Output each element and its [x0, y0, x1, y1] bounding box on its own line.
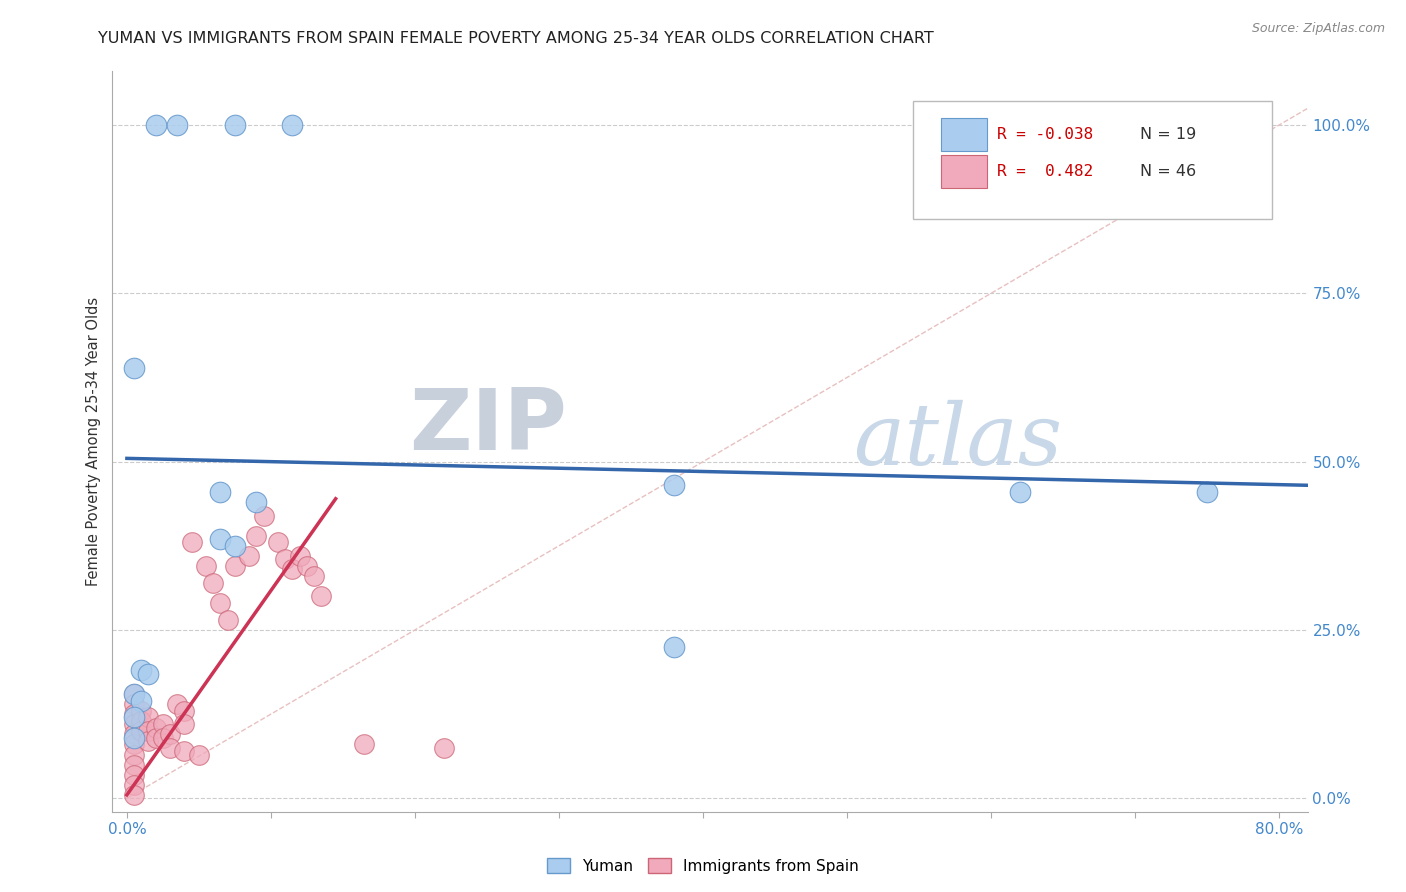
- Point: [122, 710, 145, 724]
- Point: [224, 559, 246, 574]
- Point: [145, 731, 167, 745]
- Point: [122, 697, 145, 711]
- Point: [274, 552, 297, 566]
- Point: [122, 707, 145, 722]
- Point: [166, 697, 188, 711]
- Y-axis label: Female Poverty Among 25-34 Year Olds: Female Poverty Among 25-34 Year Olds: [86, 297, 101, 586]
- Point: [662, 478, 685, 492]
- Point: [353, 738, 375, 752]
- Point: [152, 731, 174, 745]
- Point: [122, 767, 145, 781]
- Point: [122, 788, 145, 802]
- Point: [159, 740, 181, 755]
- Point: [122, 731, 145, 745]
- Point: [224, 539, 246, 553]
- Point: [173, 704, 195, 718]
- Point: [245, 529, 267, 543]
- Text: atlas: atlas: [853, 401, 1063, 483]
- Point: [122, 738, 145, 752]
- Point: [152, 717, 174, 731]
- Point: [122, 757, 145, 772]
- Point: [138, 710, 160, 724]
- Point: [129, 714, 152, 728]
- Point: [129, 704, 152, 718]
- Point: [209, 596, 232, 610]
- Point: [281, 562, 304, 576]
- Text: N = 19: N = 19: [1140, 127, 1197, 142]
- Point: [202, 575, 225, 590]
- Legend: Yuman, Immigrants from Spain: Yuman, Immigrants from Spain: [541, 852, 865, 880]
- Point: [224, 118, 246, 132]
- Point: [295, 559, 318, 574]
- Point: [122, 360, 145, 375]
- Point: [209, 485, 232, 500]
- Text: R =  0.482: R = 0.482: [997, 164, 1092, 178]
- Point: [138, 666, 160, 681]
- Point: [238, 549, 260, 563]
- Point: [1008, 485, 1031, 500]
- Point: [662, 640, 685, 654]
- Point: [433, 740, 456, 755]
- Point: [173, 744, 195, 758]
- Point: [309, 590, 332, 604]
- Point: [129, 694, 152, 708]
- Point: [195, 559, 218, 574]
- Point: [245, 495, 267, 509]
- Text: ZIP: ZIP: [409, 385, 567, 468]
- Text: Source: ZipAtlas.com: Source: ZipAtlas.com: [1251, 22, 1385, 36]
- Point: [145, 118, 167, 132]
- FancyBboxPatch shape: [941, 118, 987, 151]
- Point: [159, 727, 181, 741]
- Point: [281, 118, 304, 132]
- Point: [122, 717, 145, 731]
- Point: [187, 747, 209, 762]
- Point: [1195, 485, 1218, 500]
- Point: [122, 778, 145, 792]
- Point: [173, 717, 195, 731]
- Point: [166, 118, 188, 132]
- Point: [180, 535, 202, 549]
- Point: [138, 723, 160, 738]
- Point: [145, 721, 167, 735]
- Point: [209, 532, 232, 546]
- Point: [122, 747, 145, 762]
- Text: YUMAN VS IMMIGRANTS FROM SPAIN FEMALE POVERTY AMONG 25-34 YEAR OLDS CORRELATION : YUMAN VS IMMIGRANTS FROM SPAIN FEMALE PO…: [98, 31, 934, 46]
- Point: [122, 727, 145, 741]
- Text: R = -0.038: R = -0.038: [997, 127, 1092, 142]
- Point: [122, 687, 145, 701]
- Point: [288, 549, 311, 563]
- Point: [129, 664, 152, 678]
- Point: [253, 508, 276, 523]
- Point: [217, 613, 239, 627]
- Point: [122, 687, 145, 701]
- Point: [267, 535, 290, 549]
- FancyBboxPatch shape: [914, 101, 1272, 219]
- Text: N = 46: N = 46: [1140, 164, 1197, 178]
- Point: [302, 569, 325, 583]
- Point: [129, 723, 152, 738]
- FancyBboxPatch shape: [941, 155, 987, 187]
- Point: [138, 734, 160, 748]
